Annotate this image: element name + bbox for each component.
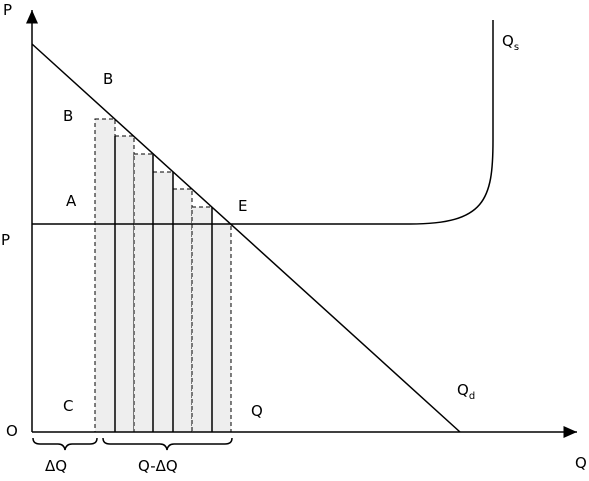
bar	[152, 171, 174, 433]
point-label: B	[63, 107, 73, 125]
curve-label: Qd	[457, 381, 475, 402]
bar	[172, 188, 193, 433]
origin-label: O	[6, 422, 18, 440]
brace-label: ΔQ	[45, 457, 67, 475]
point-label: A	[66, 192, 77, 210]
bar	[94, 118, 116, 433]
point-label: Q	[251, 402, 263, 420]
surplus-bars	[94, 118, 232, 433]
curve-label: Qs	[502, 32, 519, 53]
brace-label: Q-ΔQ	[138, 457, 178, 475]
bar	[191, 206, 213, 433]
brace	[102, 437, 233, 451]
bar	[211, 223, 232, 433]
axis-label: Q	[575, 454, 587, 472]
point-label: P	[1, 231, 10, 249]
point-label: E	[238, 197, 247, 215]
supply-curve	[32, 20, 494, 225]
bar	[133, 153, 154, 433]
point-label: C	[63, 397, 73, 415]
point-label: B	[103, 70, 113, 88]
axis-label: P	[3, 1, 12, 19]
bar-edges	[114, 136, 213, 432]
brace	[32, 437, 98, 451]
bar	[114, 135, 135, 433]
demand-line	[31, 43, 461, 433]
